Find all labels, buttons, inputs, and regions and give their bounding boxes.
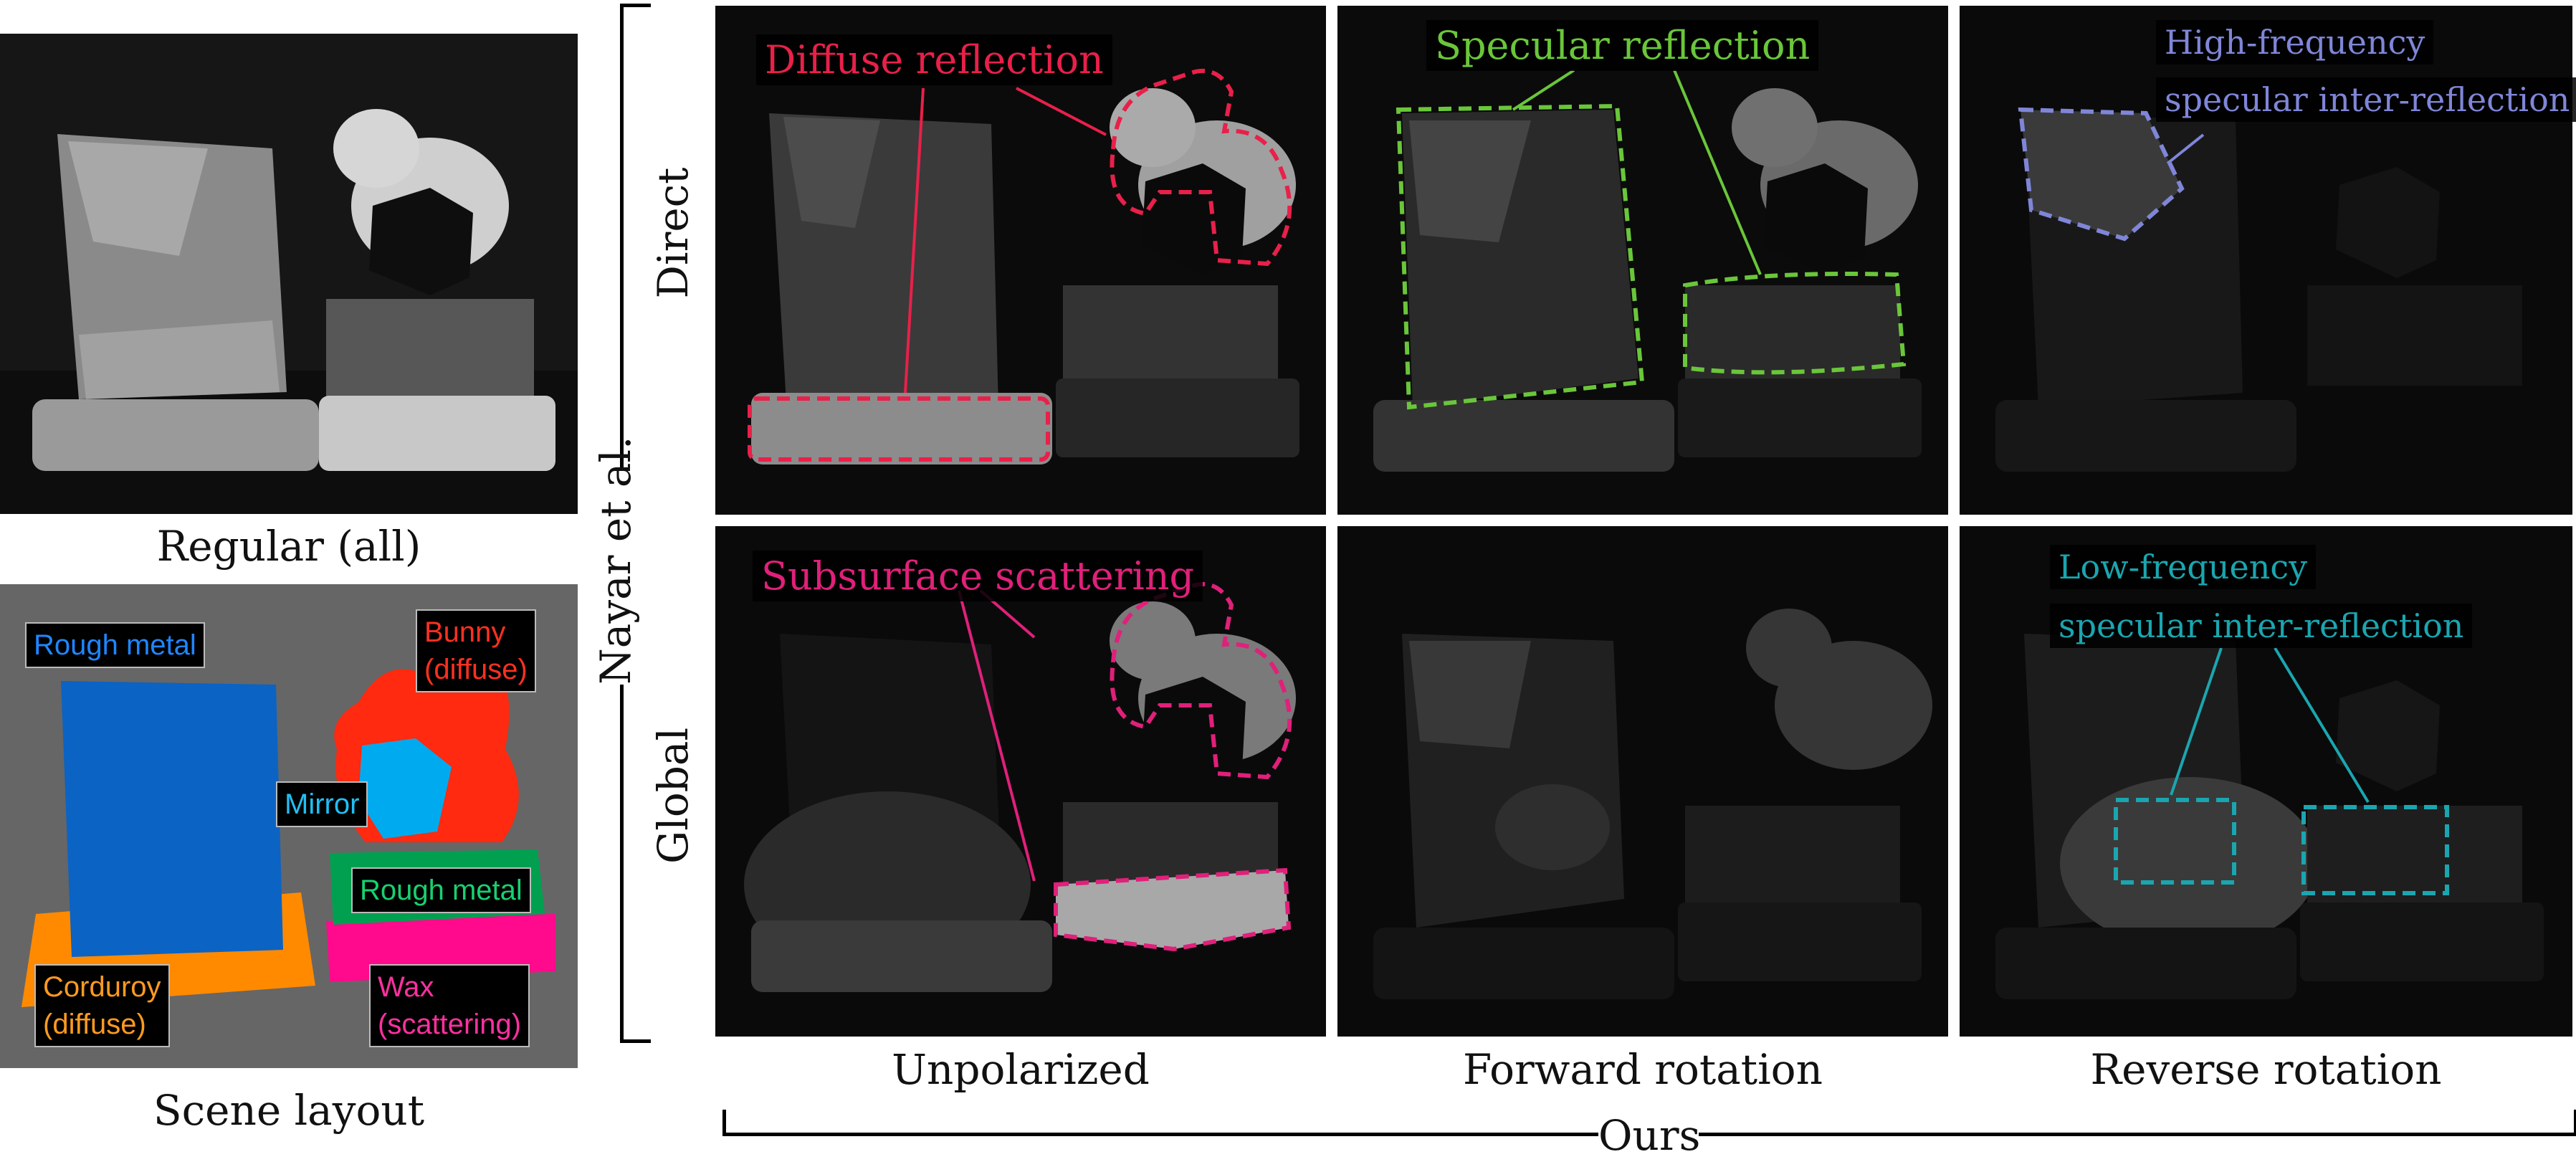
label-global: Global xyxy=(649,727,697,864)
legend-corduroy: Corduroy (diffuse) xyxy=(34,964,170,1047)
legend-rough-metal-top: Rough metal xyxy=(25,622,205,668)
caption-forward-rotation: Forward rotation xyxy=(1463,1045,1823,1094)
caption-reverse-rotation: Reverse rotation xyxy=(2090,1045,2442,1094)
legend-rough-metal-mid: Rough metal xyxy=(351,867,531,913)
legend-bunny: Bunny (diffuse) xyxy=(416,609,536,692)
annotation-high-frequency-line2: specular inter-reflection xyxy=(2156,77,2576,122)
regular-caption: Regular (all) xyxy=(156,522,421,571)
global-unpolarized-image xyxy=(715,526,1326,1037)
caption-unpolarized: Unpolarized xyxy=(892,1045,1150,1094)
direct-unpolarized-image xyxy=(715,6,1326,515)
regular-image xyxy=(0,34,578,514)
annotation-diffuse-reflection: Diffuse reflection xyxy=(756,34,1112,85)
global-reverse-image xyxy=(1960,526,2572,1037)
label-direct: Direct xyxy=(649,167,697,299)
label-ours: Ours xyxy=(1598,1111,1701,1160)
legend-mirror: Mirror xyxy=(276,781,368,827)
direct-forward-image xyxy=(1337,6,1948,515)
annotation-subsurface-scattering: Subsurface scattering xyxy=(753,551,1203,601)
nayar-bracket-bottom xyxy=(620,634,651,1043)
annotation-low-frequency-line1: Low-frequency xyxy=(2050,545,2317,589)
label-nayar: Nayar et al. xyxy=(591,436,641,685)
annotation-low-frequency-line2: specular inter-reflection xyxy=(2050,604,2473,648)
nayar-bracket-top xyxy=(620,4,651,520)
global-forward-image xyxy=(1337,526,1948,1037)
scene-layout-caption: Scene layout xyxy=(153,1086,425,1135)
annotation-high-frequency-line1: High-frequency xyxy=(2156,20,2434,65)
legend-wax: Wax (scattering) xyxy=(369,964,530,1047)
annotation-specular-reflection: Specular reflection xyxy=(1426,20,1819,71)
